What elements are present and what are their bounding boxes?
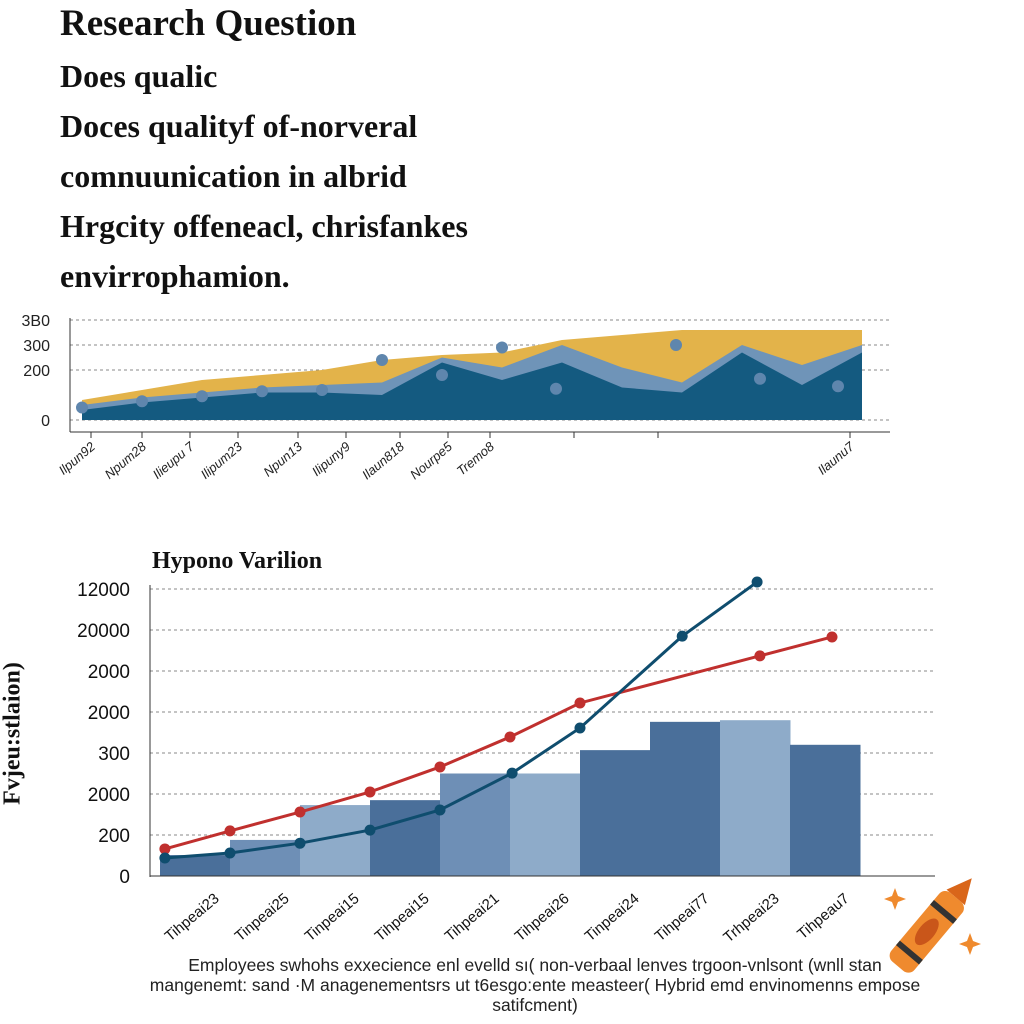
question-line: comnuunication in albrid [60,158,407,194]
bar [720,720,791,876]
data-point [196,390,208,403]
data-point [754,650,766,662]
bar-chart-title: Hypono Varilion [152,548,323,574]
data-point [376,354,388,366]
data-point [159,843,171,855]
data-point [294,806,306,818]
y-tick-label: 20000 [77,621,130,642]
data-point [496,341,508,354]
data-point [364,824,376,836]
data-point [159,852,171,864]
data-point [436,369,448,381]
bar [440,773,511,876]
y-tick-label: 2000 [88,662,130,683]
data-point [754,372,766,385]
data-point [224,847,236,859]
data-point [751,576,763,588]
data-point [670,339,682,351]
y-tick-label: 300 [23,338,50,355]
data-point [256,385,268,398]
y-tick-label: 300 [98,744,130,765]
question-line: Hrgcity offeneacl, chrisfankes [60,208,468,244]
y-tick-label: 3B0 [22,313,51,330]
x-tick-label: Tihpeai26 [512,890,573,945]
x-tick-label: Trhpeai23 [720,890,782,946]
y-tick-label: 0 [41,413,50,430]
y-tick-label: 200 [23,363,50,380]
y-tick-label: 200 [98,826,130,847]
x-tick-label: Tihpeau7 [794,890,852,943]
y-tick-label: 2000 [88,703,130,724]
data-point [832,380,844,393]
question-line: Does qualic [60,58,218,94]
question-line: Doces qualityf of-norveral [60,108,418,144]
crayon-icon [884,878,981,973]
data-point [434,804,446,816]
data-point [434,761,446,773]
data-point [76,401,88,414]
bar [790,744,861,876]
data-point [574,697,586,709]
data-point [550,382,562,395]
bar [580,750,651,876]
data-point [224,825,236,837]
y-tick-label: 0 [119,867,130,888]
data-point [826,631,838,643]
bar [160,855,231,876]
y-tick-label: 2000 [88,785,130,806]
bar [650,721,721,876]
data-point [506,767,518,779]
bar [510,773,581,876]
data-point [364,786,376,798]
x-tick-label: Tihpeai77 [652,890,713,945]
data-point [136,395,148,408]
data-point [294,837,306,849]
x-tick-label: Tinpeai25 [232,890,293,945]
area-lower [82,352,862,420]
data-point [504,731,516,743]
page-title: Research Question [60,3,357,44]
x-tick-label: Tinpeai15 [302,890,363,945]
data-point [574,722,586,734]
data-point [316,384,328,396]
bar-chart-x-label: Employees swhohs exxecience enl evelld s… [149,955,921,1015]
x-tick-label: Tinpeai24 [582,890,643,945]
question-line: envirrophamion. [60,258,290,294]
y-tick-label: 12000 [77,580,130,601]
x-tick-label: Tihpeai21 [442,890,503,945]
x-tick-label: Tihpeai23 [162,890,223,945]
data-point [676,630,688,642]
x-tick-label: Tihpeai15 [372,890,433,945]
